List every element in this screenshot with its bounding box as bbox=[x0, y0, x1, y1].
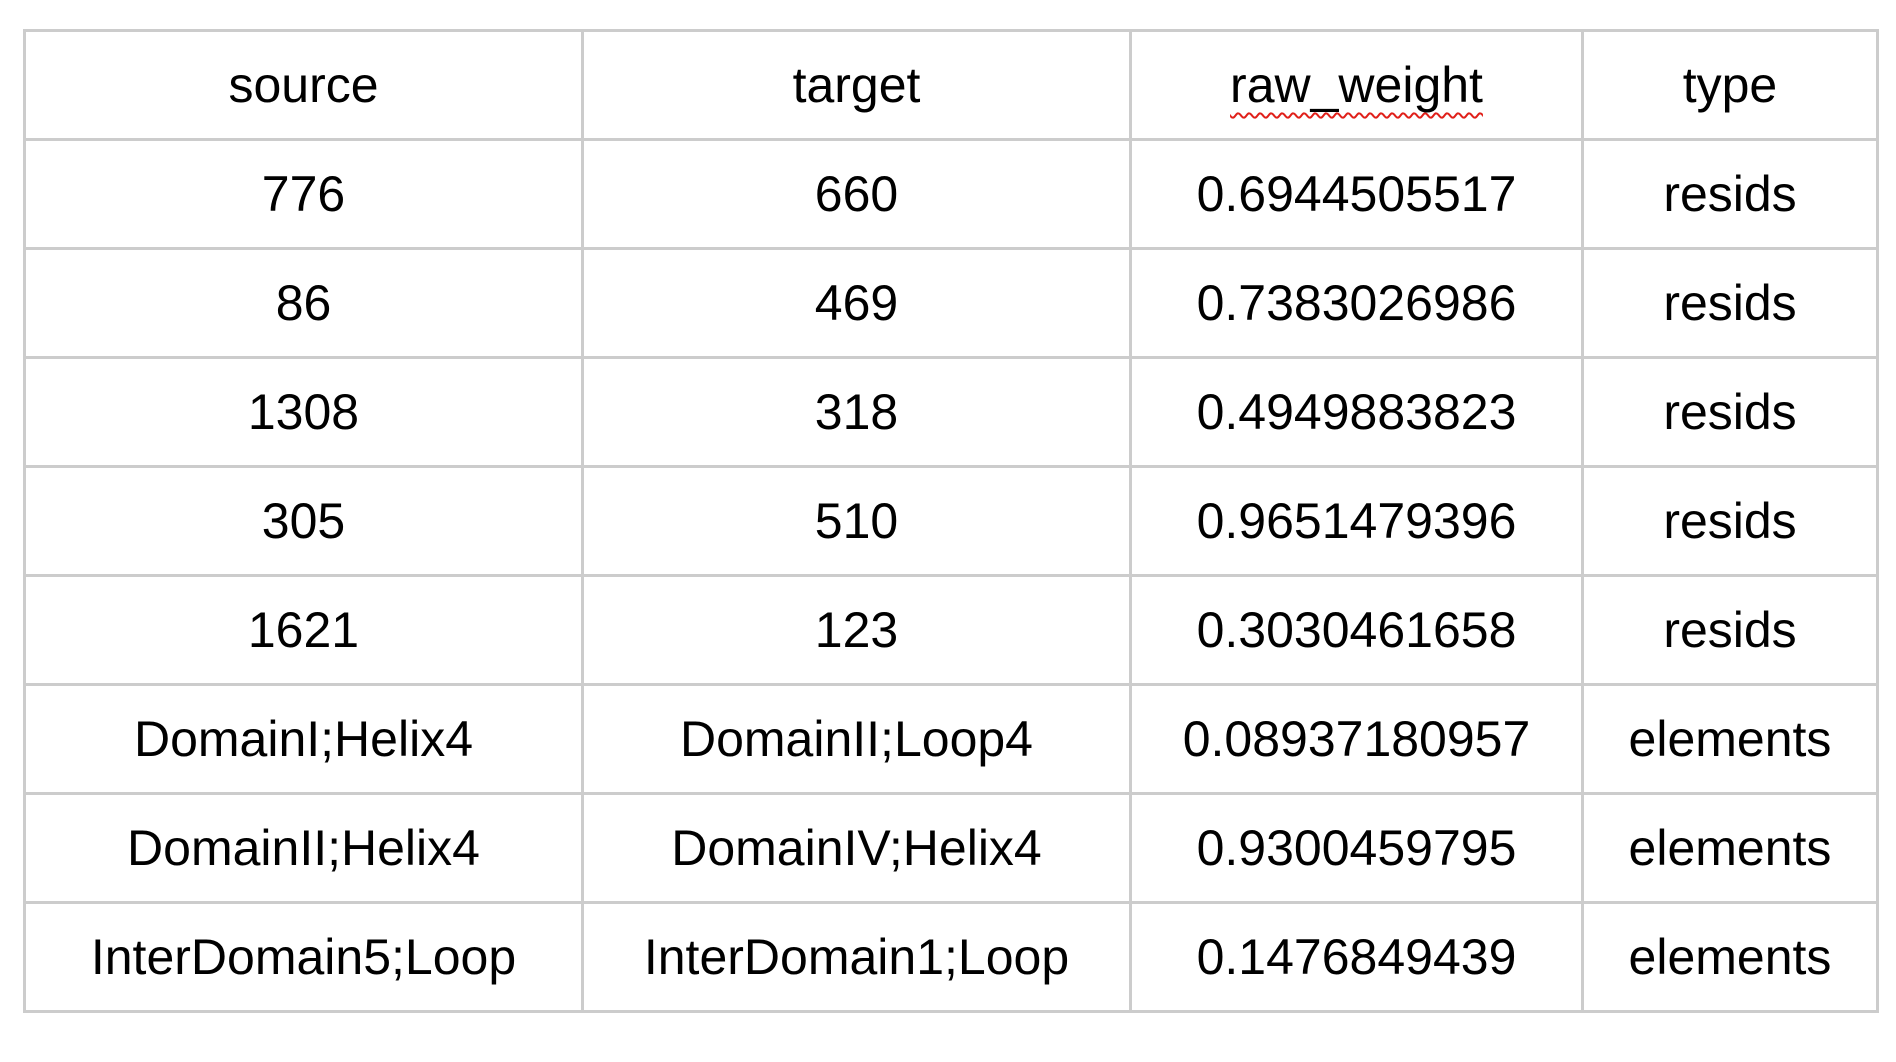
cell-raw-weight[interactable]: 0.08937180957 bbox=[1129, 683, 1584, 795]
cell-target[interactable]: DomainIV;Helix4 bbox=[581, 792, 1132, 904]
cell-source[interactable]: 776 bbox=[23, 138, 584, 250]
cell-type[interactable]: resids bbox=[1581, 356, 1879, 468]
cell-target[interactable]: 510 bbox=[581, 465, 1132, 577]
table-row: DomainI;Helix4 DomainII;Loop4 0.08937180… bbox=[23, 683, 1879, 795]
header-row: source target raw_weight type bbox=[23, 29, 1879, 141]
table-row: 1308 318 0.4949883823 resids bbox=[23, 356, 1879, 468]
cell-target[interactable]: 318 bbox=[581, 356, 1132, 468]
data-table: source target raw_weight type 776 660 0.… bbox=[23, 29, 1879, 1013]
cell-source[interactable]: 1308 bbox=[23, 356, 584, 468]
cell-target[interactable]: InterDomain1;Loop bbox=[581, 901, 1132, 1013]
table-row: DomainII;Helix4 DomainIV;Helix4 0.930045… bbox=[23, 792, 1879, 904]
header-raw-weight[interactable]: raw_weight bbox=[1129, 29, 1584, 141]
cell-target[interactable]: 123 bbox=[581, 574, 1132, 686]
cell-type[interactable]: elements bbox=[1581, 792, 1879, 904]
table-row: InterDomain5;Loop InterDomain1;Loop 0.14… bbox=[23, 901, 1879, 1013]
cell-source[interactable]: DomainII;Helix4 bbox=[23, 792, 584, 904]
cell-source[interactable]: 1621 bbox=[23, 574, 584, 686]
spreadsheet-table-container: source target raw_weight type 776 660 0.… bbox=[23, 29, 1879, 1013]
cell-target[interactable]: DomainII;Loop4 bbox=[581, 683, 1132, 795]
cell-source[interactable]: 305 bbox=[23, 465, 584, 577]
cell-raw-weight[interactable]: 0.4949883823 bbox=[1129, 356, 1584, 468]
cell-target[interactable]: 660 bbox=[581, 138, 1132, 250]
table-row: 305 510 0.9651479396 resids bbox=[23, 465, 1879, 577]
cell-type[interactable]: resids bbox=[1581, 574, 1879, 686]
cell-source[interactable]: InterDomain5;Loop bbox=[23, 901, 584, 1013]
header-source[interactable]: source bbox=[23, 29, 584, 141]
cell-target[interactable]: 469 bbox=[581, 247, 1132, 359]
cell-type[interactable]: resids bbox=[1581, 465, 1879, 577]
cell-type[interactable]: elements bbox=[1581, 683, 1879, 795]
cell-raw-weight[interactable]: 0.9651479396 bbox=[1129, 465, 1584, 577]
table-row: 86 469 0.7383026986 resids bbox=[23, 247, 1879, 359]
header-type[interactable]: type bbox=[1581, 29, 1879, 141]
cell-raw-weight[interactable]: 0.3030461658 bbox=[1129, 574, 1584, 686]
table-row: 1621 123 0.3030461658 resids bbox=[23, 574, 1879, 686]
header-target[interactable]: target bbox=[581, 29, 1132, 141]
cell-source[interactable]: 86 bbox=[23, 247, 584, 359]
cell-raw-weight[interactable]: 0.1476849439 bbox=[1129, 901, 1584, 1013]
table-row: 776 660 0.6944505517 resids bbox=[23, 138, 1879, 250]
cell-type[interactable]: elements bbox=[1581, 901, 1879, 1013]
cell-type[interactable]: resids bbox=[1581, 138, 1879, 250]
cell-source[interactable]: DomainI;Helix4 bbox=[23, 683, 584, 795]
spellcheck-flagged-text: raw_weight bbox=[1230, 57, 1483, 113]
cell-raw-weight[interactable]: 0.7383026986 bbox=[1129, 247, 1584, 359]
cell-raw-weight[interactable]: 0.6944505517 bbox=[1129, 138, 1584, 250]
cell-raw-weight[interactable]: 0.9300459795 bbox=[1129, 792, 1584, 904]
cell-type[interactable]: resids bbox=[1581, 247, 1879, 359]
